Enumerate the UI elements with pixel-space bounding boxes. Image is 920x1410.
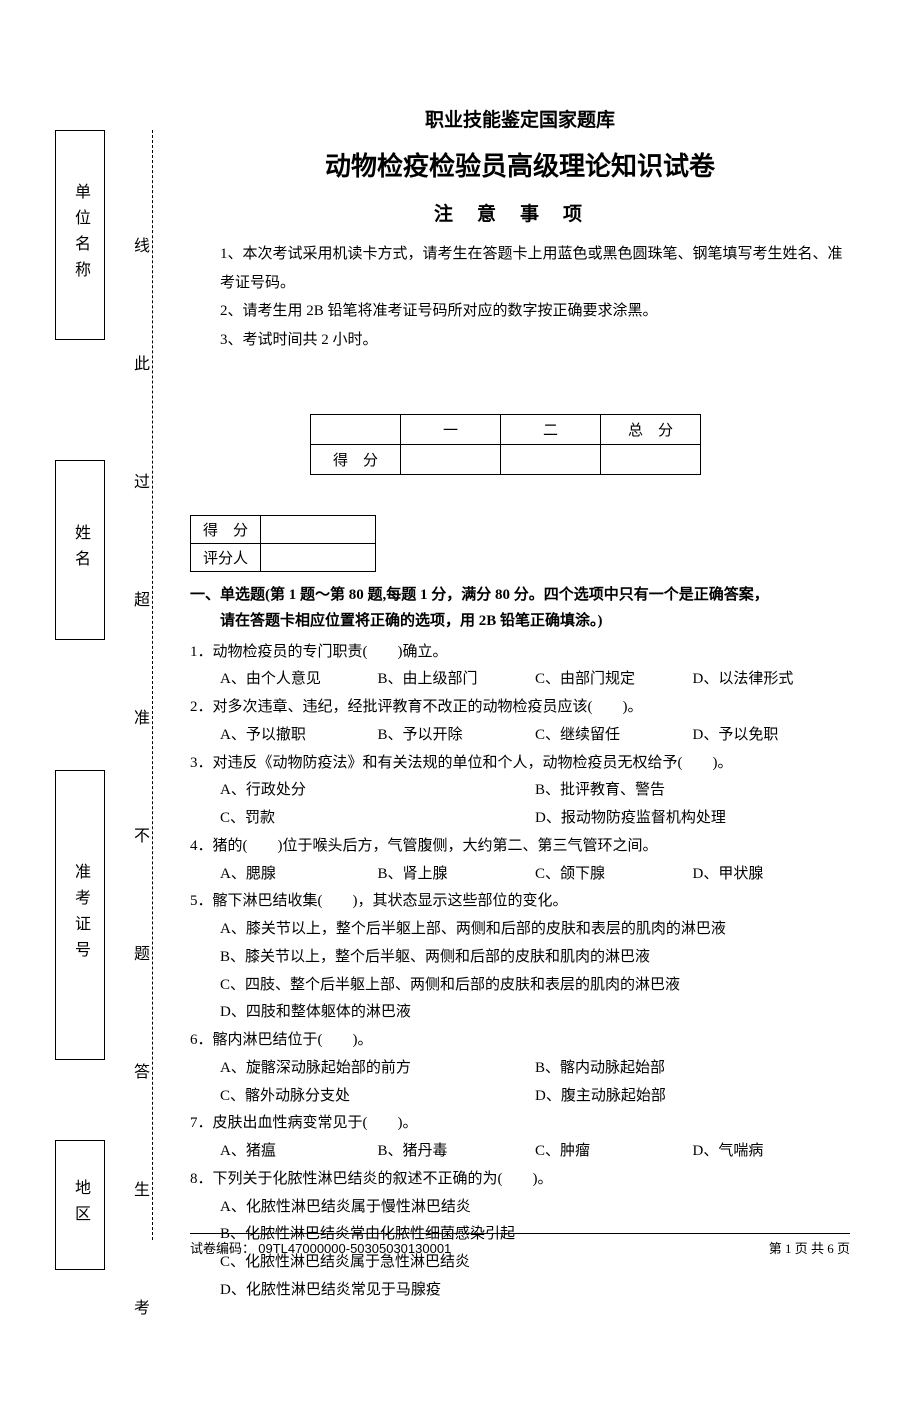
score-col-2: 二: [501, 415, 601, 445]
question-stem: 3．对违反《动物防疫法》和有关法规的单位和个人，动物检疫员无权给予( )。: [190, 750, 850, 778]
question-stem: 2．对多次违章、违纪，经批评教育不改正的动物检疫员应该( )。: [190, 694, 850, 722]
question-stem: 8．下列关于化脓性淋巴结炎的叙述不正确的为( )。: [190, 1166, 850, 1194]
question-stem: 6．髂内淋巴结位于( )。: [190, 1027, 850, 1055]
question-option: A、由个人意见: [220, 666, 378, 694]
footer-code-label: 试卷编码：: [190, 1241, 255, 1256]
question-option: C、髂外动脉分支处: [220, 1083, 535, 1111]
section-1-title: 一、单选题(第 1 题～第 80 题,每题 1 分，满分 80 分。四个选项中只…: [190, 582, 850, 635]
question-stem: 7．皮肤出血性病变常见于( )。: [190, 1110, 850, 1138]
header-subtitle: 职业技能鉴定国家题库: [190, 105, 850, 132]
dash-char: 过: [132, 466, 152, 494]
question-option: D、腹主动脉起始部: [535, 1083, 850, 1111]
question-options: A、旋髂深动脉起始部的前方B、髂内动脉起始部C、髂外动脉分支处D、腹主动脉起始部: [220, 1055, 850, 1111]
sidebox-area-label: 地区: [68, 1179, 92, 1231]
question-options: A、予以撤职B、予以开除C、继续留任D、予以免职: [220, 722, 850, 750]
sidebox-examno: 准考证号: [55, 770, 105, 1060]
section-1-line2: 请在答题卡相应位置将正确的选项，用 2B 铅笔正确填涂。): [220, 608, 850, 634]
sidebox-area: 地区: [55, 1140, 105, 1270]
score-cell: [401, 445, 501, 475]
footer-code: 09TL47000000-50305030130001: [258, 1241, 451, 1256]
notice-list: 1、本次考试采用机读卡方式，请考生在答题卡上用蓝色或黑色圆珠笔、钢笔填写考生姓名…: [220, 240, 850, 354]
sidebox-name: 姓名: [55, 460, 105, 640]
eval-score-cell: [261, 516, 376, 544]
score-summary-table: 一 二 总 分 得 分: [310, 414, 701, 475]
page-footer: 试卷编码： 09TL47000000-50305030130001 第 1 页 …: [190, 1233, 850, 1257]
question-options: A、腮腺B、肾上腺C、颌下腺D、甲状腺: [220, 861, 850, 889]
questions-container: 1．动物检疫员的专门职责( )确立。A、由个人意见B、由上级部门C、由部门规定D…: [190, 639, 850, 1305]
question-stem: 1．动物检疫员的专门职责( )确立。: [190, 639, 850, 667]
score-row-label: 得 分: [311, 445, 401, 475]
question-options: A、猪瘟B、猪丹毒C、肿瘤D、气喘病: [220, 1138, 850, 1166]
question-option: D、甲状腺: [693, 861, 851, 889]
perforation-labels: 线 此 过 超 准 不 题 答 生 考: [132, 230, 152, 1410]
question-stem: 4．猪的( )位于喉头后方，气管腹侧，大约第二、第三气管环之间。: [190, 833, 850, 861]
sidebox-unit: 单位名称: [55, 130, 105, 340]
question-option: C、由部门规定: [535, 666, 693, 694]
eval-grader-label: 评分人: [191, 544, 261, 572]
question-option: B、猪丹毒: [378, 1138, 536, 1166]
question-option: D、予以免职: [693, 722, 851, 750]
dash-char: 答: [132, 1056, 152, 1084]
question-option: A、化脓性淋巴结炎属于慢性淋巴结炎: [220, 1194, 850, 1222]
question-option: B、由上级部门: [378, 666, 536, 694]
notice-item: 1、本次考试采用机读卡方式，请考生在答题卡上用蓝色或黑色圆珠笔、钢笔填写考生姓名…: [220, 240, 850, 297]
eval-grader-cell: [261, 544, 376, 572]
question-option: C、四肢、整个后半躯上部、两侧和后部的皮肤和表层的肌肉的淋巴液: [220, 972, 850, 1000]
question-option: A、腮腺: [220, 861, 378, 889]
question-option: A、行政处分: [220, 777, 535, 805]
dash-char: 准: [132, 702, 152, 730]
side-boxes-column: 单位名称 姓名 准考证号 地区: [55, 130, 105, 1270]
question-options: A、行政处分B、批评教育、警告C、罚款D、报动物防疫监督机构处理: [220, 777, 850, 833]
score-col-blank: [311, 415, 401, 445]
footer-left: 试卷编码： 09TL47000000-50305030130001: [190, 1238, 451, 1257]
perforation-line: [152, 130, 153, 1240]
notice-item: 3、考试时间共 2 小时。: [220, 326, 850, 355]
question-option: B、肾上腺: [378, 861, 536, 889]
header-title: 动物检疫检验员高级理论知识试卷: [190, 146, 850, 183]
question-option: B、批评教育、警告: [535, 777, 850, 805]
eval-score-label: 得 分: [191, 516, 261, 544]
evaluator-table: 得 分 评分人: [190, 515, 376, 572]
question-option: D、气喘病: [693, 1138, 851, 1166]
dash-char: 此: [132, 348, 152, 376]
question-option: A、膝关节以上，整个后半躯上部、两侧和后部的皮肤和表层的肌肉的淋巴液: [220, 916, 850, 944]
question-option: B、髂内动脉起始部: [535, 1055, 850, 1083]
dash-char: 线: [132, 230, 152, 258]
question-option: D、化脓性淋巴结炎常见于马腺疫: [220, 1277, 850, 1305]
question-option: D、四肢和整体躯体的淋巴液: [220, 999, 850, 1027]
question-option: B、膝关节以上，整个后半躯、两侧和后部的皮肤和肌肉的淋巴液: [220, 944, 850, 972]
question-option: C、罚款: [220, 805, 535, 833]
dash-char: 考: [132, 1292, 152, 1320]
question-option: C、颌下腺: [535, 861, 693, 889]
question-option: A、予以撤职: [220, 722, 378, 750]
question-option: D、以法律形式: [693, 666, 851, 694]
sidebox-unit-label: 单位名称: [68, 183, 92, 287]
score-col-1: 一: [401, 415, 501, 445]
question-option: D、报动物防疫监督机构处理: [535, 805, 850, 833]
dash-char: 超: [132, 584, 152, 612]
question-option: A、猪瘟: [220, 1138, 378, 1166]
sidebox-examno-label: 准考证号: [68, 863, 92, 967]
question-options: A、膝关节以上，整个后半躯上部、两侧和后部的皮肤和表层的肌肉的淋巴液B、膝关节以…: [220, 916, 850, 1027]
dash-char: 题: [132, 938, 152, 966]
dash-char: 不: [132, 820, 152, 848]
question-option: C、肿瘤: [535, 1138, 693, 1166]
score-col-total: 总 分: [601, 415, 701, 445]
dash-char: 生: [132, 1174, 152, 1202]
question-option: B、予以开除: [378, 722, 536, 750]
section-1-line1: 一、单选题(第 1 题～第 80 题,每题 1 分，满分 80 分。四个选项中只…: [190, 587, 769, 603]
question-stem: 5．髂下淋巴结收集( )，其状态显示这些部位的变化。: [190, 888, 850, 916]
question-option: A、旋髂深动脉起始部的前方: [220, 1055, 535, 1083]
main-content: 职业技能鉴定国家题库 动物检疫检验员高级理论知识试卷 注意事项 1、本次考试采用…: [190, 105, 850, 1305]
score-cell: [601, 445, 701, 475]
question-option: C、继续留任: [535, 722, 693, 750]
footer-page-info: 第 1 页 共 6 页: [769, 1238, 850, 1257]
question-options: A、由个人意见B、由上级部门C、由部门规定D、以法律形式: [220, 666, 850, 694]
score-cell: [501, 445, 601, 475]
sidebox-name-label: 姓名: [68, 524, 92, 576]
notice-item: 2、请考生用 2B 铅笔将准考证号码所对应的数字按正确要求涂黑。: [220, 297, 850, 326]
notice-heading: 注意事项: [190, 199, 850, 226]
